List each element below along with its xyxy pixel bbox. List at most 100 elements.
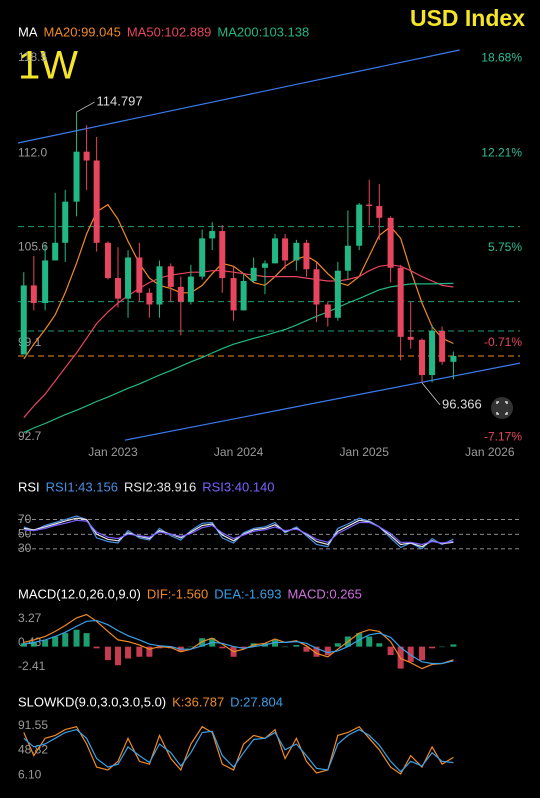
candle-body (136, 257, 143, 293)
y-tick-label: 70 (18, 512, 32, 526)
y-tick-label: 112.0 (18, 145, 47, 159)
legend-entry: K:36.787 (172, 694, 224, 709)
line-series (23, 725, 454, 775)
y2-tick-label: 12.21% (481, 145, 522, 159)
candle-body (125, 257, 132, 299)
x-tick-label: Jan 2023 (88, 445, 138, 459)
legend-entry: RSI1:43.156 (46, 479, 118, 494)
legend-entry: MA20:99.045 (44, 24, 121, 39)
reset-icon[interactable] (491, 397, 513, 419)
candle-body (334, 270, 341, 318)
y-tick-label: 118.5 (18, 50, 47, 64)
legend-entry: MA200:103.138 (217, 24, 309, 39)
legend-entry: D:27.804 (230, 694, 283, 709)
candle-body (366, 204, 373, 207)
histogram-bar (293, 644, 300, 647)
reset-glyph (496, 401, 508, 415)
line-series (23, 282, 454, 433)
line-series (23, 728, 454, 773)
legend-entry: MACD:0.265 (287, 586, 361, 601)
legend-entry: MA50:102.889 (127, 24, 212, 39)
trend-line (17, 49, 460, 144)
y-tick-label: 48.82 (18, 743, 48, 757)
y2-tick-label: 5.75% (488, 240, 522, 254)
annotation-leader (421, 382, 441, 406)
panel-label: MACD(12.0,26.0,9.0) (18, 586, 141, 601)
trend-line (124, 362, 521, 441)
candle-body (167, 266, 174, 287)
histogram-bar (387, 646, 394, 656)
histogram-bar (429, 646, 436, 649)
legend-entry: DEA:-1.693 (214, 586, 281, 601)
candle-body (356, 204, 363, 246)
histogram-bar (156, 646, 163, 649)
candle-body (344, 245, 351, 271)
annotation-label: 114.797 (97, 93, 143, 108)
histogram-bar (73, 629, 80, 647)
candle-body (303, 242, 310, 270)
reset-button[interactable] (491, 397, 513, 419)
histogram-bar (52, 636, 59, 647)
y-tick-label: 92.7 (18, 429, 42, 443)
candle-body (30, 285, 37, 304)
histogram-bar (366, 636, 373, 647)
line-series (23, 519, 454, 546)
candle-body (250, 267, 257, 282)
legend-entry: RSI3:40.140 (202, 479, 274, 494)
histogram-bar (240, 646, 247, 649)
candle-body (187, 276, 194, 302)
histogram-bar (62, 633, 69, 647)
candle-body (324, 304, 331, 318)
histogram-bar (313, 646, 320, 657)
candle-body (73, 151, 80, 202)
candle-body (397, 267, 404, 337)
candle-body (104, 242, 111, 279)
histogram-bar (272, 639, 279, 647)
histogram-bar (42, 639, 49, 647)
histogram-bar (136, 646, 143, 657)
y-tick-label: 30 (18, 541, 32, 555)
candle-body (282, 238, 289, 261)
histogram-bar (450, 644, 457, 647)
candle-body (20, 285, 27, 355)
candle-body (52, 242, 59, 261)
y-tick-label: 91.55 (18, 718, 48, 732)
histogram-bar (219, 646, 226, 649)
histogram-bar (187, 646, 194, 648)
line-series (23, 264, 454, 419)
legend-entry: DIF:-1.560 (147, 586, 208, 601)
candle-body (293, 242, 300, 261)
y-tick-label: 105.6 (18, 239, 48, 253)
histogram-bar (334, 643, 341, 647)
histogram-bar (376, 643, 383, 647)
histogram-bar (146, 646, 153, 657)
candle-body (93, 160, 100, 243)
title: USD Index (410, 5, 525, 31)
candle-body (177, 286, 184, 302)
histogram-bar (419, 646, 426, 661)
candle-body (439, 330, 446, 362)
candle-body (230, 278, 237, 311)
candle-body (42, 260, 49, 304)
histogram-bar (104, 646, 111, 661)
histogram-bar (439, 646, 446, 648)
histogram-bar (93, 646, 100, 649)
candle-body (83, 151, 90, 161)
candle-body (62, 201, 69, 243)
candle-body (219, 231, 226, 279)
candle-body (146, 292, 153, 305)
candle-body (429, 330, 436, 376)
candle-body (450, 355, 457, 362)
histogram-bar (324, 646, 331, 656)
candle-body (156, 266, 163, 305)
panel-label: SLOWKD(9.0,3.0,3.0,5.0) (18, 694, 166, 709)
candle-body (261, 263, 268, 268)
histogram-bar (30, 641, 37, 647)
histogram-bar (303, 646, 310, 652)
histogram-bar (407, 646, 414, 662)
y-tick-label: 0.43 (18, 635, 42, 649)
x-tick-label: Jan 2024 (214, 445, 264, 459)
candle-body (199, 238, 206, 277)
